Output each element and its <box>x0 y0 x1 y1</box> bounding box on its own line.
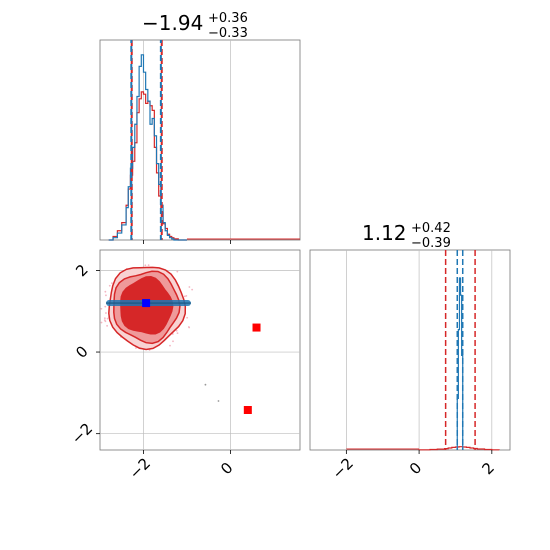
scatter-point <box>144 264 147 267</box>
hist-panel-2-frame <box>309 249 511 451</box>
scatter-point <box>147 264 150 267</box>
scatter-point <box>100 321 103 324</box>
joint-x-tick-label: 0 <box>217 459 236 478</box>
hist-2-blue-series <box>456 277 464 450</box>
scatter-point <box>172 340 174 343</box>
hist-2-x-tick-label: 2 <box>479 459 498 478</box>
scatter-point <box>176 270 179 273</box>
scatter-point <box>176 332 179 335</box>
joint-y-tick-label: 2 <box>72 261 91 280</box>
scatter-point <box>185 294 188 297</box>
scatter-point <box>104 320 107 323</box>
scatter-point <box>105 294 107 297</box>
joint-y-tick-label: 0 <box>72 342 91 361</box>
scatter-point <box>191 288 194 291</box>
title-param-1: −1.94 +0.36 −0.33 <box>142 11 248 41</box>
scatter-point <box>111 282 113 284</box>
hist-1-blue-series <box>108 54 187 241</box>
title-2-median: 1.12 <box>362 221 407 245</box>
scatter-point <box>169 344 171 347</box>
title-2-plus: +0.42 <box>411 221 451 236</box>
scatter-point <box>100 307 103 310</box>
scatter-point <box>103 317 106 320</box>
scatter-point <box>188 286 191 288</box>
scatter-point <box>204 383 207 386</box>
scatter-point <box>217 400 220 402</box>
scatter-point <box>135 347 137 349</box>
scatter-point <box>175 329 178 332</box>
hist-2-red-series <box>418 446 500 451</box>
red-marker <box>252 323 261 332</box>
scatter-point <box>183 295 186 298</box>
title-param-2: 1.12 +0.42 −0.39 <box>362 221 451 251</box>
red-marker <box>243 406 252 414</box>
scatter-point <box>106 324 109 327</box>
title-1-minus: −0.33 <box>208 26 248 41</box>
hist-1-red-series <box>108 91 187 241</box>
title-2-minus: −0.39 <box>411 236 451 251</box>
hist-2-x-tick-label: 0 <box>406 459 425 478</box>
scatter-point <box>108 284 111 287</box>
scatter-point <box>186 316 189 319</box>
joint-panel-frame <box>99 249 301 451</box>
scatter-point <box>105 312 107 314</box>
scatter-point <box>106 317 109 320</box>
title-1-plus: +0.36 <box>208 11 248 26</box>
scatter-point <box>104 305 107 308</box>
joint-x-tick-label: −2 <box>126 454 154 482</box>
hist-panel-1-frame <box>99 39 301 241</box>
title-1-median: −1.94 <box>142 11 203 35</box>
hist-2-x-tick-label: −2 <box>329 454 357 482</box>
scatter-point <box>104 290 107 293</box>
scatter-point <box>188 326 191 329</box>
blue-center-marker <box>142 299 151 308</box>
joint-y-tick-label: −2 <box>68 419 96 447</box>
